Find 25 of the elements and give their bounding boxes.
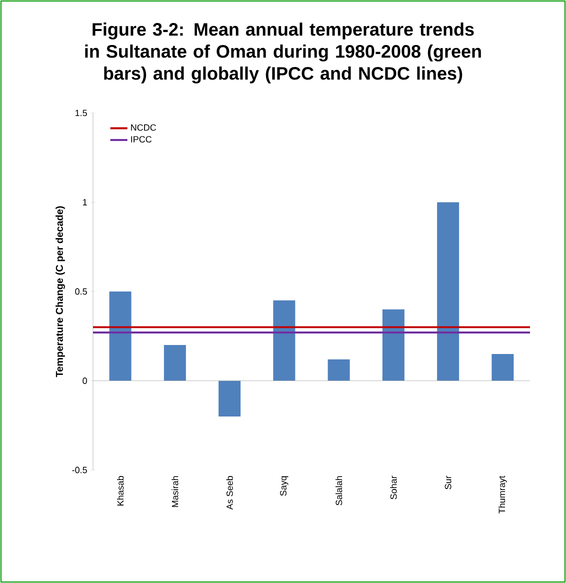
x-tick-label: Masirah: [172, 476, 178, 507]
y-tick-label: 0: [82, 378, 87, 384]
bar: [109, 291, 132, 381]
y-tick-label: 1.5: [76, 110, 87, 116]
legend-label: NCDC: [131, 124, 156, 131]
chart-title: Figure 3-2: Mean annual temperature trends in Sultanate of Oman during 1980-2008 (green bars) and globally (IPCC and NCDC lines): [85, 22, 481, 84]
bar: [273, 300, 296, 381]
y-axis-title: Temperature Change (C per decade): [56, 206, 65, 378]
y-tick-label: 0.5: [75, 288, 87, 295]
x-tick-label: Sayq: [280, 476, 288, 496]
y-tick-label: 1: [83, 199, 87, 206]
y-tick-label: -0.5: [72, 466, 87, 474]
x-tick-label: Sur: [444, 476, 452, 490]
x-tick-label: Thumrayt: [498, 476, 507, 514]
bar: [328, 359, 350, 381]
bar: [382, 309, 404, 381]
bar: [164, 345, 186, 381]
x-tick-label: Khasab: [117, 476, 124, 506]
legend-label: IPCC: [131, 136, 152, 142]
x-tick-label: Salalah: [336, 476, 342, 506]
x-tick-label: Sohar: [390, 476, 397, 500]
bar: [437, 202, 460, 381]
bar: [492, 354, 514, 381]
x-tick-label: As Seeb: [226, 476, 233, 510]
bar: [218, 380, 241, 416]
